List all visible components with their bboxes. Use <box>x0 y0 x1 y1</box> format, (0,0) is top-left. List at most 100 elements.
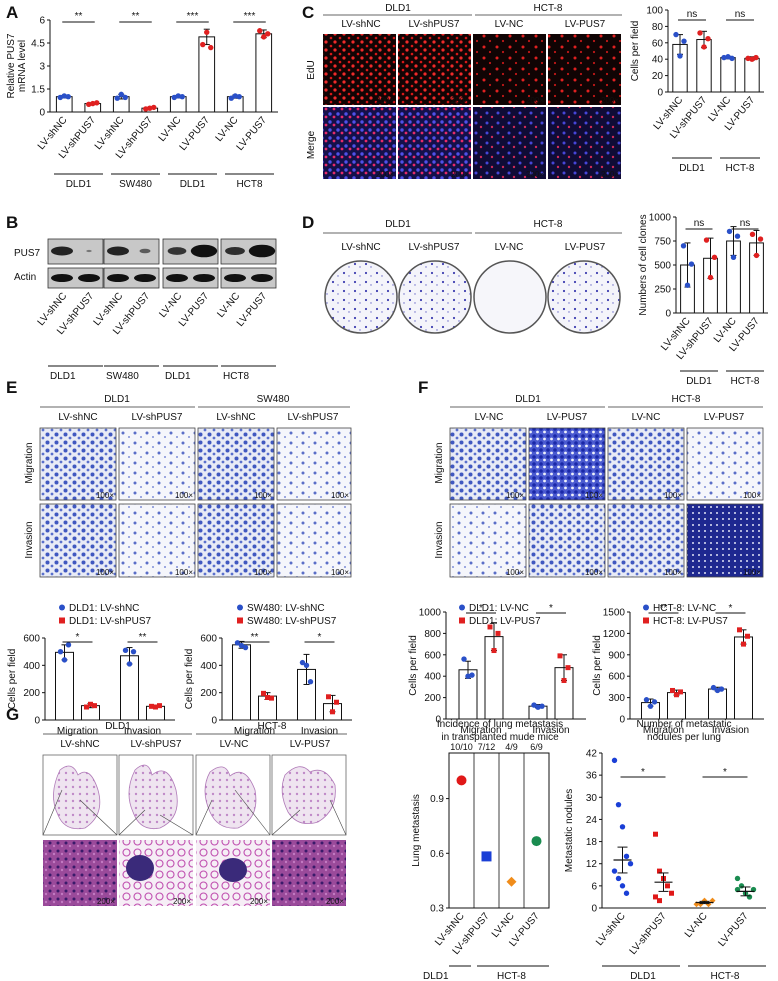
y-tick-label: 300 <box>608 693 625 704</box>
data-point <box>269 695 274 701</box>
data-point <box>734 233 741 239</box>
magnification-label: 100× <box>664 568 682 577</box>
y-tick-label: 0 <box>657 88 663 99</box>
bar-chart-e-dld1: DLD1: LV-shNC DLD1: LV-shPUS7 0 200 400 600 Ce… <box>7 603 175 737</box>
y-tick-label: 600 <box>608 672 625 683</box>
f-cell-hct8: HCT-8 <box>672 394 701 405</box>
data-point <box>738 883 745 889</box>
data-point <box>657 868 662 874</box>
significance-label: *** <box>244 11 256 22</box>
magnification-label: 100× <box>254 568 272 577</box>
data-point <box>674 692 679 698</box>
data-point <box>746 894 753 900</box>
blot-band <box>139 248 151 254</box>
panel-label-a: A <box>6 3 18 22</box>
data-point <box>94 100 100 106</box>
y-axis-label: Cells per field <box>408 635 419 696</box>
y-tick-label: 24 <box>586 815 598 826</box>
legend-label: HCT-8: LV-NC <box>653 603 716 614</box>
data-point <box>711 254 718 261</box>
e-lane-1: LV-shNC <box>58 412 97 423</box>
y-tick-label: 60 <box>652 38 664 49</box>
legend-marker <box>59 617 65 624</box>
e-lane-4: LV-shPUS7 <box>288 412 339 423</box>
blot-band <box>166 274 188 282</box>
f-lane-3: LV-NC <box>632 412 661 423</box>
data-point <box>236 93 242 100</box>
legend-label: SW480: LV-shNC <box>247 603 325 614</box>
d-lane-4: LV-PUS7 <box>565 242 606 253</box>
data-point <box>718 686 725 692</box>
c-cell-hct8: HCT-8 <box>534 3 563 14</box>
magnification-label: 200× <box>326 897 344 906</box>
g-cell-dld1: DLD1 <box>105 721 131 732</box>
data-point <box>623 853 630 860</box>
legend-marker <box>237 604 243 611</box>
magnification-label: 200× <box>526 96 544 105</box>
magnification-label: 100× <box>175 491 193 500</box>
y-tick-label: 800 <box>424 629 441 640</box>
y-tick-label: 100 <box>646 6 663 17</box>
e-cell-sw480: SW480 <box>257 394 290 405</box>
significance-label: * <box>479 603 483 614</box>
data-point <box>303 662 310 669</box>
f-cell-dld1: DLD1 <box>515 394 541 405</box>
significance-label: * <box>641 767 645 778</box>
legend-marker <box>237 617 243 624</box>
x-tick-label: LV-shPUS7 <box>628 911 669 957</box>
significance-label: * <box>549 603 553 614</box>
y-tick-label: 0.6 <box>430 849 444 860</box>
group-label: HCT8 <box>236 179 263 190</box>
data-point <box>539 703 545 709</box>
data-point <box>697 30 703 36</box>
significance-label: ** <box>132 11 140 22</box>
data-point <box>122 94 128 101</box>
group-label: DLD1 <box>630 971 656 981</box>
data-point <box>334 699 339 705</box>
y-tick-label: 6 <box>591 881 597 892</box>
magnification-label: 200× <box>376 170 394 179</box>
blot-band <box>51 274 73 282</box>
magnification-label: 200× <box>451 170 469 179</box>
significance-label: * <box>729 603 733 614</box>
y-tick-label: 1000 <box>649 213 672 224</box>
chart-title: nodules per lung <box>647 732 721 743</box>
c-lane-2: LV-shPUS7 <box>409 19 460 30</box>
y-axis-label: Cells per field <box>592 635 603 696</box>
panel-label-d: D <box>302 213 314 232</box>
data-point <box>153 704 158 710</box>
d-lane-1: LV-shNC <box>341 242 380 253</box>
y-tick-label: 40 <box>652 55 664 66</box>
blot-band <box>190 244 218 258</box>
y-tick-label: 500 <box>654 261 671 272</box>
g-lane-3: LV-NC <box>220 739 249 750</box>
x-tick-label: Migration <box>234 726 275 737</box>
blot-band <box>107 274 129 282</box>
edu-images: DLD1 HCT-8 LV-shNC LV-shPUS7 LV-NC LV-PU… <box>306 3 622 179</box>
x-tick-label: LV-NC <box>157 115 184 144</box>
group-label: DLD1 <box>180 179 206 190</box>
d-cell-hct8: HCT-8 <box>534 219 563 230</box>
data-point <box>151 104 157 111</box>
data-point <box>681 38 687 44</box>
bar <box>720 57 736 93</box>
blot-band <box>248 244 276 258</box>
blot-band <box>225 246 245 256</box>
data-point <box>234 640 241 646</box>
significance-label: * <box>723 767 727 778</box>
x-tick-label: LV-PUS7 <box>235 115 270 153</box>
significance-label: ** <box>75 11 83 22</box>
legend-label: DLD1: LV-shNC <box>69 603 139 614</box>
data-point <box>741 641 746 647</box>
blot-band <box>224 274 246 282</box>
x-tick-label: Invasion <box>532 725 569 736</box>
incidence-label: 6/9 <box>530 742 543 752</box>
y-tick-label: 0 <box>435 715 441 726</box>
c-lane-4: LV-PUS7 <box>565 19 606 30</box>
magnification-label: 100× <box>331 568 349 577</box>
group-label: HCT-8 <box>497 971 526 981</box>
y-tick-label: 200 <box>424 693 441 704</box>
bar <box>232 644 251 721</box>
chart-title: Number of metastatic <box>636 719 731 730</box>
data-point <box>657 898 662 904</box>
